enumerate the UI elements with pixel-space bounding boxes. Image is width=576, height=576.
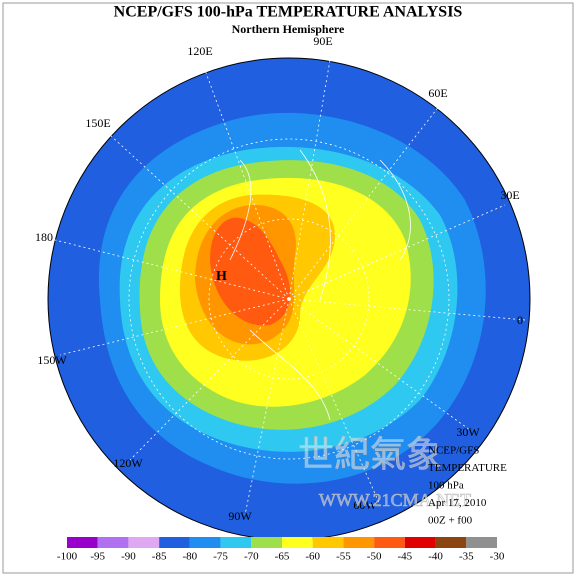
color-swatch xyxy=(343,537,375,548)
colorbar-label: -90 xyxy=(121,551,136,563)
colorbar-label: -35 xyxy=(459,551,474,563)
colorbar-label: -40 xyxy=(428,551,443,563)
longitude-label: 120W xyxy=(113,456,143,470)
colorbar-label: -45 xyxy=(398,551,413,563)
info-line: TEMPERATURE xyxy=(428,462,507,474)
longitude-label: 150W xyxy=(37,353,67,367)
high-label: H xyxy=(216,269,227,284)
info-line: Apr 17, 2010 xyxy=(428,497,487,509)
color-swatch xyxy=(220,537,252,548)
subtitle: Northern Hemisphere xyxy=(232,22,345,36)
colorbar: -100 -95 -90 -85 -80 -75 -70 -65 -60 -55 -50 -45 -40… xyxy=(57,537,505,563)
color-swatch xyxy=(404,537,436,548)
colorbar-label: -100 xyxy=(57,551,78,563)
longitude-label: 120E xyxy=(187,44,212,58)
colorbar-label: -30 xyxy=(490,551,505,563)
longitude-labels: 90E 120E 60E 150E 30E 180 0 150W 30W 120W 60W 90W xyxy=(35,34,523,523)
colorbar-label: -85 xyxy=(152,551,167,563)
longitude-label: 30W xyxy=(456,425,480,439)
colorbar-label: -95 xyxy=(90,551,105,563)
longitude-label: 150E xyxy=(85,116,110,130)
colorbar-label: -70 xyxy=(244,551,259,563)
colorbar-label: -80 xyxy=(183,551,198,563)
color-swatch xyxy=(466,537,497,548)
watermark: 世紀氣象 xyxy=(298,434,442,474)
polar-map xyxy=(47,57,531,541)
color-swatch xyxy=(67,537,98,548)
longitude-label: 90W xyxy=(228,509,252,523)
color-swatch xyxy=(251,537,282,548)
colorbar-label: -60 xyxy=(305,551,320,563)
color-swatch xyxy=(374,537,405,548)
longitude-label: 180 xyxy=(35,230,53,244)
longitude-label: 60W xyxy=(353,498,377,512)
colorbar-label: -65 xyxy=(275,551,290,563)
colorbar-label: -50 xyxy=(367,551,382,563)
graticule xyxy=(54,59,526,516)
color-swatch xyxy=(128,537,160,548)
colorbar-label: -55 xyxy=(336,551,351,563)
color-swatch xyxy=(282,537,313,548)
color-swatch xyxy=(97,537,129,548)
longitude-label: 0 xyxy=(517,313,523,327)
color-swatch xyxy=(312,537,344,548)
coastline xyxy=(229,149,411,421)
colorbar-label: -75 xyxy=(213,551,228,563)
watermark: WWW.21CMA.NET xyxy=(319,490,471,510)
title: NCEP/GFS 100-hPa TEMPERATURE ANALYSIS xyxy=(114,4,463,21)
color-swatch xyxy=(435,537,467,548)
color-swatch xyxy=(189,537,221,548)
longitude-label: 60E xyxy=(428,86,447,100)
color-swatch xyxy=(159,537,190,548)
longitude-label: 30E xyxy=(500,188,519,202)
info-line: NCEP/GFS xyxy=(428,445,479,457)
info-line: 100 hPa xyxy=(428,480,464,492)
longitude-label: 90E xyxy=(313,34,332,48)
info-line: 00Z + f00 xyxy=(428,515,473,527)
info-box: NCEP/GFS TEMPERATURE 100 hPa Apr 17, 2010 00… xyxy=(428,445,507,527)
